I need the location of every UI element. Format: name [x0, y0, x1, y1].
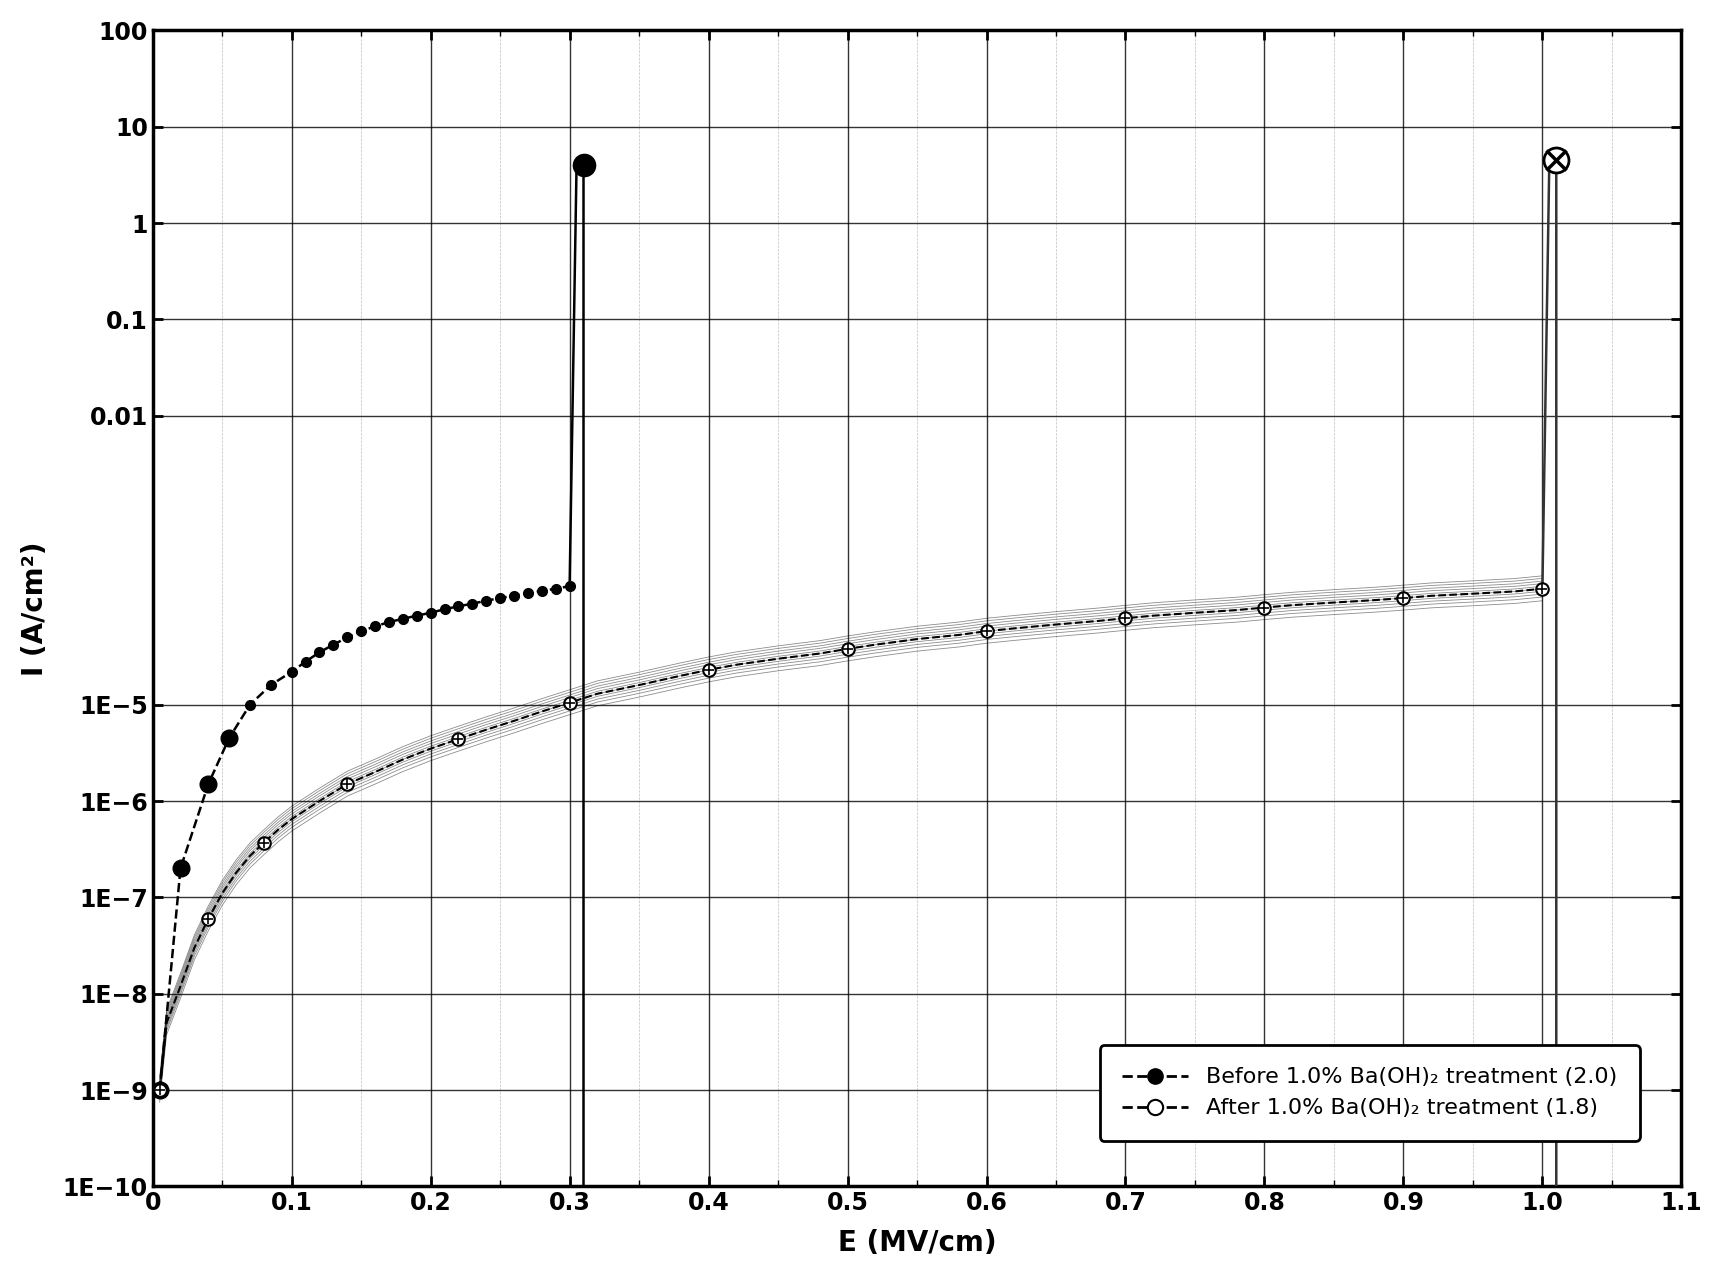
- Legend: Before 1.0% Ba(OH)₂ treatment (2.0), After 1.0% Ba(OH)₂ treatment (1.8): Before 1.0% Ba(OH)₂ treatment (2.0), Aft…: [1099, 1045, 1640, 1141]
- Y-axis label: I (A/cm²): I (A/cm²): [21, 541, 48, 676]
- X-axis label: E (MV/cm): E (MV/cm): [837, 1229, 996, 1258]
